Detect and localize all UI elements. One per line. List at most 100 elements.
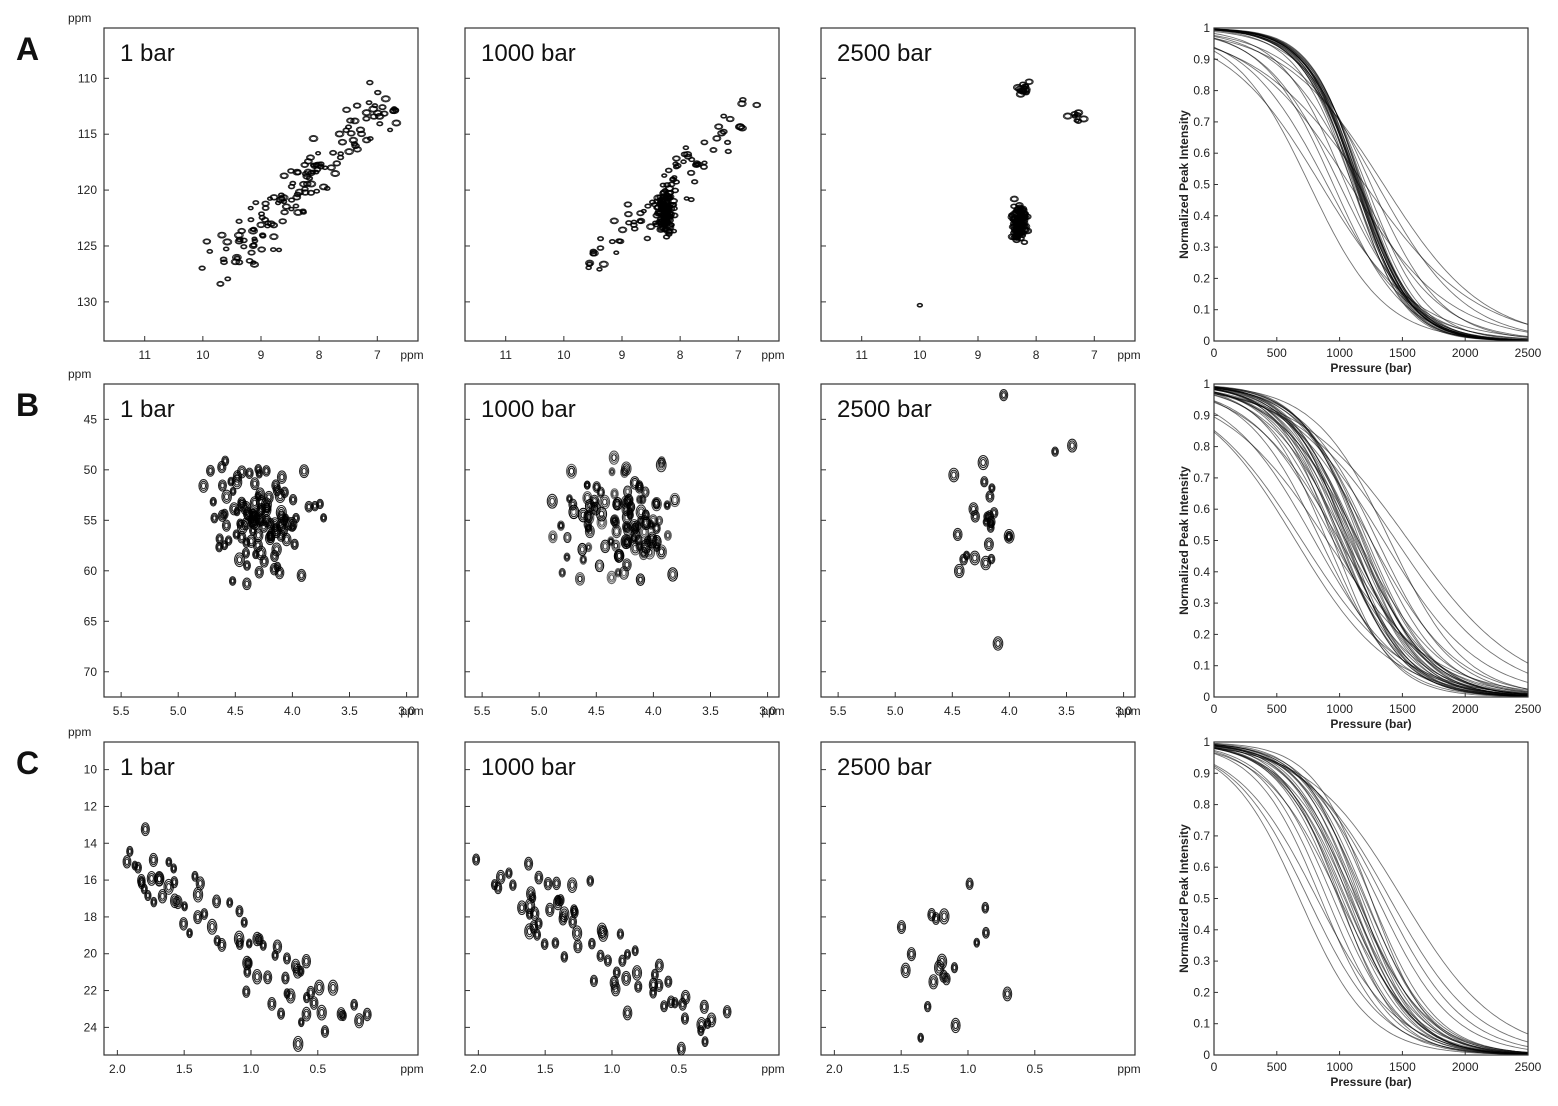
pressure-label: 1000 bar	[481, 40, 576, 67]
peak-contour	[217, 231, 227, 239]
peak-contour	[737, 100, 747, 108]
nmr-peak	[939, 969, 948, 983]
peak-contour	[597, 562, 602, 569]
peak-contour	[141, 824, 149, 835]
peak-contour	[986, 540, 992, 548]
decay-curve-p24	[1213, 764, 1529, 1054]
peak-contour	[701, 1003, 707, 1011]
peak-contour	[677, 1043, 685, 1054]
x-unit-label: ppm	[400, 704, 423, 718]
nmr-peak	[240, 917, 248, 928]
peak-contour	[244, 988, 249, 995]
peak-contour	[1015, 204, 1024, 211]
nmr-peak	[609, 217, 619, 225]
peak-contour	[258, 211, 265, 216]
peak-contour	[218, 939, 226, 951]
peak-contour	[617, 226, 628, 234]
peak-contour	[576, 573, 584, 584]
peak-contour	[276, 490, 285, 502]
peak-contour	[339, 139, 346, 145]
peak-contour	[587, 876, 594, 886]
peak-contour	[288, 992, 294, 1000]
peak-contour	[337, 155, 344, 160]
peak-contour	[258, 211, 266, 217]
nmr-peak	[917, 1032, 925, 1043]
peak-contour	[667, 567, 679, 582]
peak-contour	[248, 250, 255, 255]
nmr-peak	[725, 115, 735, 123]
peak-contour	[319, 1008, 325, 1017]
peak-contour	[664, 531, 671, 540]
decay-curve-p36	[1213, 391, 1529, 690]
peak-contour	[607, 572, 616, 583]
peak-contour	[669, 492, 681, 508]
nmr-peak	[647, 531, 658, 546]
peak-contour	[597, 925, 609, 942]
nmr-peak	[292, 203, 300, 209]
peak-contour	[725, 149, 732, 154]
nmr-peak	[558, 567, 566, 578]
peak-contour	[941, 912, 947, 921]
peak-contour	[269, 233, 279, 241]
peak-contour	[316, 163, 325, 170]
peak-contour	[495, 869, 506, 885]
peak-contour	[722, 1005, 732, 1019]
peak-contour	[229, 577, 236, 585]
x-tick-label: 3.0	[398, 704, 415, 718]
decay-curve-p26	[1213, 47, 1529, 325]
peak-contour	[248, 206, 254, 210]
peak-contour	[251, 478, 259, 489]
peak-contour	[535, 872, 543, 883]
peak-contour	[724, 148, 732, 155]
peak-contour	[714, 123, 724, 130]
nmr-peak	[371, 103, 379, 109]
peak-contour	[174, 896, 182, 908]
peak-contour	[753, 102, 761, 108]
peak-contour	[318, 183, 329, 191]
nmr-peak	[906, 947, 917, 962]
spectrum-frame	[820, 383, 1136, 698]
peak-contour	[1014, 230, 1022, 236]
peak-contour	[611, 979, 617, 987]
y-tick-label: 18	[84, 910, 98, 924]
peak-contour	[306, 180, 317, 188]
peak-contour	[243, 560, 251, 571]
peak-contour	[990, 508, 998, 518]
nmr-peak	[374, 112, 385, 120]
peak-contour	[304, 181, 311, 187]
peak-contour	[287, 518, 297, 530]
peak-contour	[657, 459, 666, 471]
peak-contour	[974, 938, 980, 947]
peak-contour	[614, 528, 620, 535]
peak-contour	[925, 1003, 930, 1010]
peak-contour	[272, 544, 281, 555]
decay-curve-p31	[1213, 50, 1529, 341]
peak-contour	[687, 170, 695, 176]
peak-contour	[206, 248, 214, 254]
nmr-peak	[300, 161, 309, 168]
peak-contour	[625, 488, 630, 495]
peak-contour	[597, 236, 604, 241]
x-tick-label: 2500	[1515, 702, 1542, 716]
nmr-peak	[263, 970, 273, 985]
decay-curve-p29	[1213, 37, 1529, 341]
peak-contour	[596, 949, 605, 962]
peak-contour	[366, 100, 372, 105]
nmr-peak	[306, 154, 315, 161]
peak-contour	[641, 546, 648, 554]
peak-contour	[621, 970, 632, 986]
peak-contour	[951, 471, 957, 479]
decay-curve-p38	[1213, 386, 1529, 690]
nmr-peak	[344, 124, 353, 130]
peak-contour	[124, 858, 130, 866]
nmr-peak	[318, 183, 329, 191]
peak-contour	[644, 203, 652, 209]
peak-contour	[597, 236, 605, 242]
peak-contour	[295, 1040, 301, 1048]
peak-contour	[608, 538, 613, 544]
peak-contour	[361, 109, 372, 117]
peak-contour	[302, 1008, 311, 1020]
nmr-peak	[303, 168, 313, 176]
